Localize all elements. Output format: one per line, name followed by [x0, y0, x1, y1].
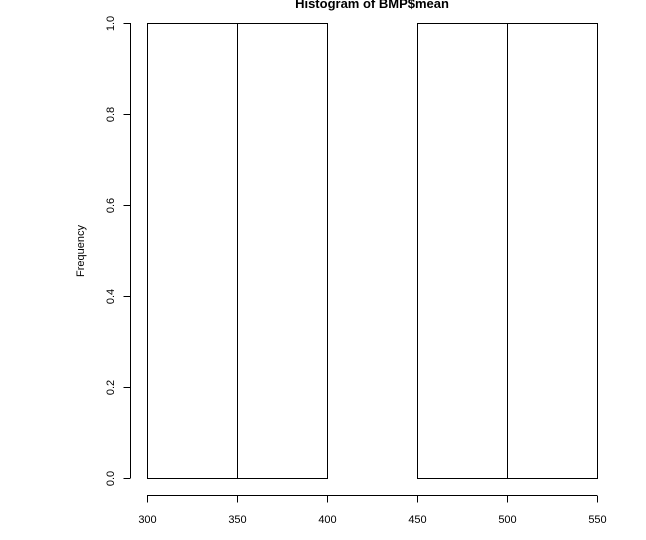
x-tick-label: 350: [228, 514, 246, 526]
x-tick-label: 450: [408, 514, 426, 526]
y-axis: 0.0 0.2 0.4 0.6 0.8 1.0: [105, 16, 131, 486]
x-tick-label: 400: [318, 514, 336, 526]
x-tick-label: 550: [588, 514, 606, 526]
y-tick-label: 0.0: [105, 471, 117, 486]
y-axis-label: Frequency: [75, 225, 87, 277]
histogram-bar-1: [237, 23, 328, 479]
y-tick-label: 0.2: [105, 380, 117, 395]
chart-title: Histogram of BMP$mean: [295, 0, 449, 11]
y-tick-label: 1.0: [105, 16, 117, 31]
histogram-bar-4: [507, 23, 598, 479]
histogram-bars: [147, 23, 598, 479]
y-tick-label: 0.8: [105, 107, 117, 122]
x-tick-label: 500: [498, 514, 516, 526]
x-tick-label: 300: [138, 514, 156, 526]
x-axis: 300 350 400 450 500 550: [138, 495, 607, 526]
histogram-bar-0: [147, 23, 238, 479]
y-tick-label: 0.6: [105, 198, 117, 213]
histogram-bar-3: [417, 23, 508, 479]
y-tick-label: 0.4: [105, 289, 117, 304]
